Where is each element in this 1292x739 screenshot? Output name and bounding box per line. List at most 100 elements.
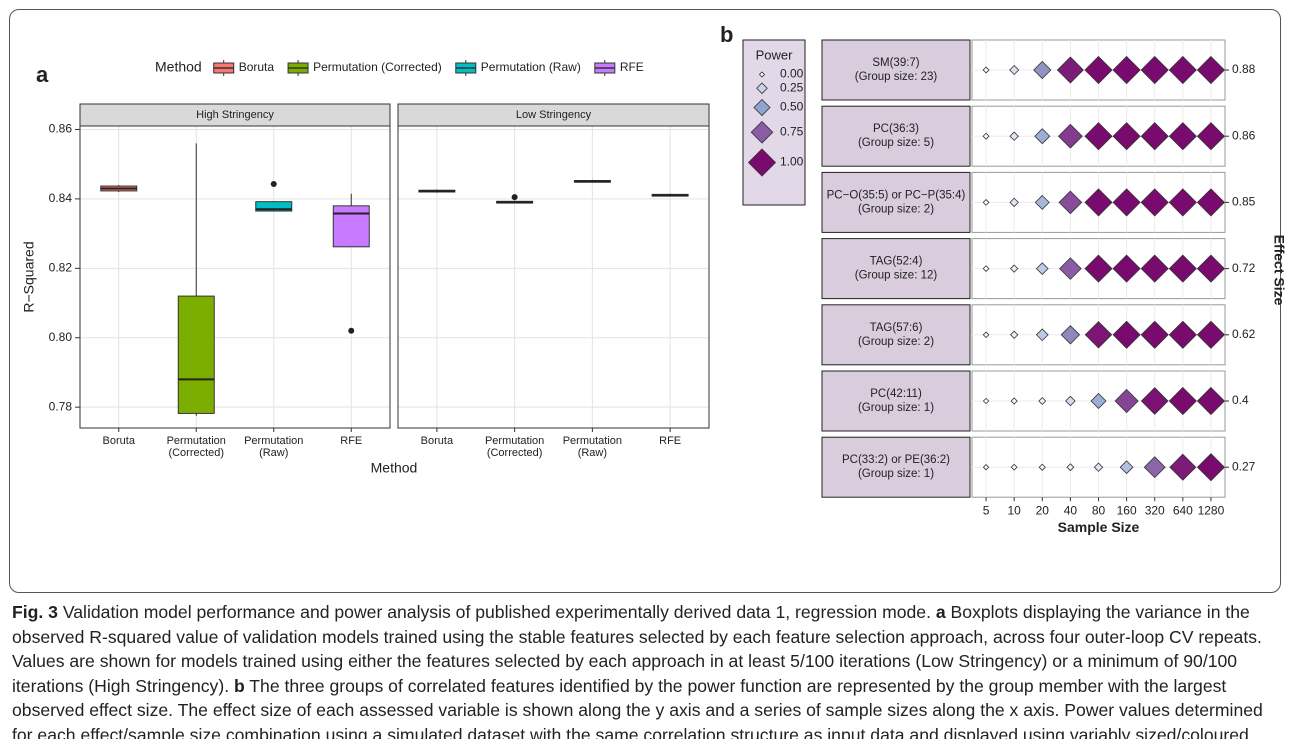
- diamond: [1034, 194, 1050, 210]
- diamond: [1168, 254, 1197, 283]
- diamond: [1034, 128, 1051, 145]
- legend-label: 1.00: [780, 155, 804, 169]
- diamond: [1196, 254, 1226, 283]
- y-tick-label: 0.80: [49, 330, 73, 344]
- x-tick-label: 5: [983, 503, 990, 517]
- x-tick-label: 10: [1007, 503, 1021, 517]
- diamond: [1112, 55, 1141, 85]
- outlier: [511, 194, 518, 201]
- y2-tick-label: 0.72: [1232, 261, 1256, 275]
- row-label-box: [821, 39, 971, 101]
- y2-tick-label: 0.88: [1232, 62, 1256, 76]
- row-label: PC(33:2) or PE(36:2): [842, 454, 950, 466]
- row-label: (Group size: 12): [855, 270, 938, 282]
- row-label: (Group size: 5): [858, 137, 934, 149]
- x-tick-label: (Raw): [259, 447, 288, 459]
- x-tick-label: (Raw): [578, 447, 607, 459]
- diamond: [1038, 397, 1047, 405]
- diamond: [1112, 254, 1141, 283]
- diamond: [1057, 123, 1083, 149]
- caption-panel-a: a: [935, 602, 946, 622]
- row-label: (Group size: 2): [858, 203, 934, 215]
- y2-tick-label: 0.27: [1232, 459, 1256, 473]
- diamond: [1084, 55, 1113, 85]
- diamond: [982, 66, 990, 74]
- diamond: [1196, 188, 1226, 217]
- x-tick-label: Boruta: [103, 435, 136, 447]
- x-axis-title: Sample Size: [1058, 519, 1140, 535]
- diamond: [1168, 386, 1197, 416]
- diamond: [1143, 456, 1166, 479]
- diamond: [1168, 188, 1197, 217]
- legend-label: Boruta: [239, 60, 275, 74]
- y2-tick-label: 0.4: [1232, 393, 1249, 407]
- row-label: PC−O(35:5) or PC−P(35:4): [827, 189, 966, 201]
- x-tick-label: 20: [1036, 503, 1050, 517]
- x-axis-title: Method: [371, 460, 418, 476]
- panel-border: [79, 125, 391, 429]
- x-tick-label: Permutation: [167, 435, 226, 447]
- diamond: [1140, 188, 1169, 217]
- panel-label: a: [36, 62, 49, 87]
- diamond: [1140, 122, 1169, 151]
- diamond: [982, 464, 990, 471]
- diamond: [1112, 122, 1141, 151]
- outlier: [348, 327, 355, 334]
- x-tick-label: 1280: [1198, 503, 1225, 517]
- diamond: [1140, 254, 1169, 283]
- diamond: [1084, 254, 1113, 283]
- caption-text: The three groups of correlated features …: [12, 675, 1263, 739]
- diamond: [982, 331, 990, 339]
- figure-frame: [9, 9, 1281, 593]
- diamond: [1009, 197, 1019, 208]
- legend-key: [747, 148, 777, 177]
- caption-text: Validation model performance and power a…: [57, 602, 936, 622]
- diamond: [1009, 64, 1020, 76]
- diamond: [1196, 55, 1226, 85]
- legend-key: [750, 120, 774, 144]
- row-label-box: [821, 304, 971, 366]
- x-tick-label: 160: [1117, 503, 1137, 517]
- panel-border: [397, 125, 710, 429]
- diamond: [1196, 320, 1226, 349]
- box: [255, 201, 293, 212]
- row-label-box: [821, 436, 971, 498]
- row-label: (Group size: 2): [858, 336, 934, 348]
- x-tick-label: RFE: [340, 435, 362, 447]
- facet-label: Low Stringency: [516, 109, 592, 121]
- plot-area: [80, 126, 390, 428]
- legend-key: [756, 82, 768, 95]
- diamond: [1035, 262, 1049, 275]
- y2-tick-label: 0.62: [1232, 327, 1256, 341]
- legend-label: 0.25: [780, 80, 804, 94]
- legend-title: Method: [155, 59, 202, 75]
- legend-label: Permutation (Raw): [481, 60, 581, 74]
- y-tick-label: 0.86: [49, 122, 73, 136]
- legend-label: 0.75: [780, 124, 804, 138]
- diamond: [1084, 122, 1113, 151]
- diamond: [1196, 122, 1226, 151]
- diamond: [1065, 395, 1076, 407]
- row-label: SM(39:7): [872, 57, 919, 69]
- x-tick-label: Permutation: [485, 435, 544, 447]
- legend-label: 0.50: [780, 100, 804, 114]
- outlier: [270, 180, 277, 187]
- diamond: [1033, 60, 1052, 80]
- diamond: [1119, 460, 1134, 475]
- row-label: PC(36:3): [873, 123, 919, 135]
- diamond: [1140, 387, 1169, 415]
- row-label-box: [821, 171, 971, 233]
- diamond: [1060, 325, 1081, 345]
- caption-panel-b: b: [233, 675, 245, 696]
- diamond: [1010, 397, 1018, 405]
- diamond: [982, 199, 990, 206]
- x-tick-label: Permutation: [563, 435, 622, 447]
- diamond: [1038, 463, 1046, 471]
- diamond: [1112, 188, 1141, 217]
- panel-label: b: [720, 22, 733, 47]
- y-tick-label: 0.84: [49, 191, 73, 205]
- diamond: [982, 132, 990, 140]
- legend-label: 0.00: [780, 67, 804, 81]
- diamond: [1114, 388, 1139, 414]
- diamond: [1010, 463, 1018, 471]
